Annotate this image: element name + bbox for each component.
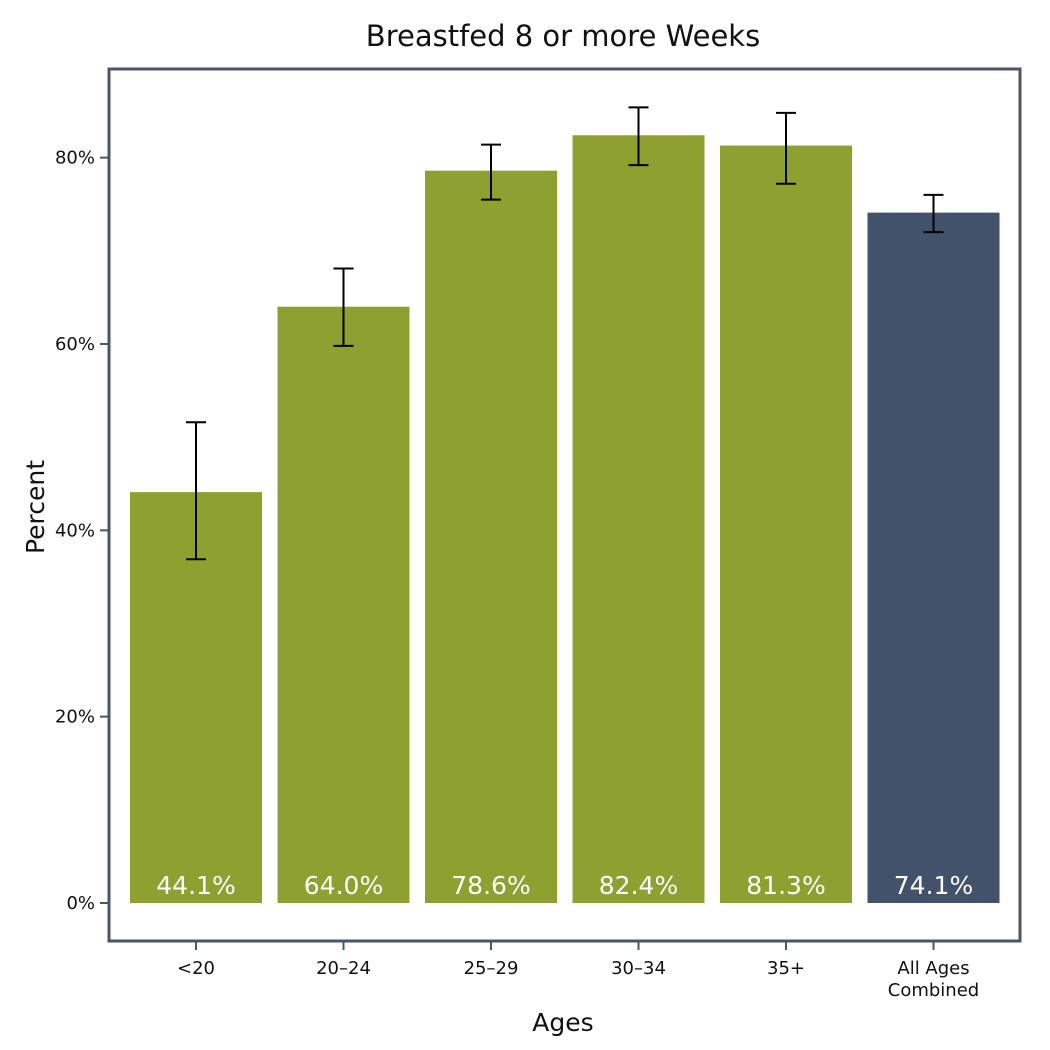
bar bbox=[425, 170, 557, 903]
x-tick-label: Combined bbox=[888, 980, 979, 1001]
bar-value-label: 78.6% bbox=[451, 871, 530, 900]
y-axis-label: Percent bbox=[21, 460, 50, 554]
bar bbox=[277, 306, 410, 903]
bar-value-label: 81.3% bbox=[746, 871, 825, 900]
x-tick-label: All Ages bbox=[897, 958, 969, 979]
bar-value-label: 82.4% bbox=[599, 871, 678, 900]
bar bbox=[720, 145, 852, 903]
x-tick-label: <20 bbox=[177, 958, 215, 979]
bar-value-label: 64.0% bbox=[304, 871, 383, 900]
x-tick-label: 30–34 bbox=[611, 958, 666, 979]
x-tick-label: 25–29 bbox=[464, 958, 519, 979]
x-tick-label: 20–24 bbox=[316, 958, 371, 979]
chart-title: Breastfed 8 or more Weeks bbox=[366, 19, 760, 53]
y-tick-label: 60% bbox=[55, 334, 95, 355]
x-tick-label: 35+ bbox=[767, 958, 805, 979]
bar bbox=[572, 135, 705, 904]
plot-area: 0% 20% 40% 60% 80% 44.1% <20 64.0% 20–24 78.6% 25–… bbox=[55, 67, 1022, 1001]
bar-value-label: 44.1% bbox=[156, 871, 235, 900]
plot-frame bbox=[107, 67, 1022, 943]
bar-value-label: 74.1% bbox=[894, 871, 973, 900]
y-tick-label: 80% bbox=[55, 148, 95, 169]
y-tick-label: 0% bbox=[66, 893, 95, 914]
x-axis-label: Ages bbox=[532, 1008, 593, 1037]
y-tick-label: 20% bbox=[55, 707, 95, 728]
bar bbox=[867, 212, 1000, 904]
bar bbox=[130, 492, 262, 903]
y-tick-label: 40% bbox=[55, 520, 95, 541]
